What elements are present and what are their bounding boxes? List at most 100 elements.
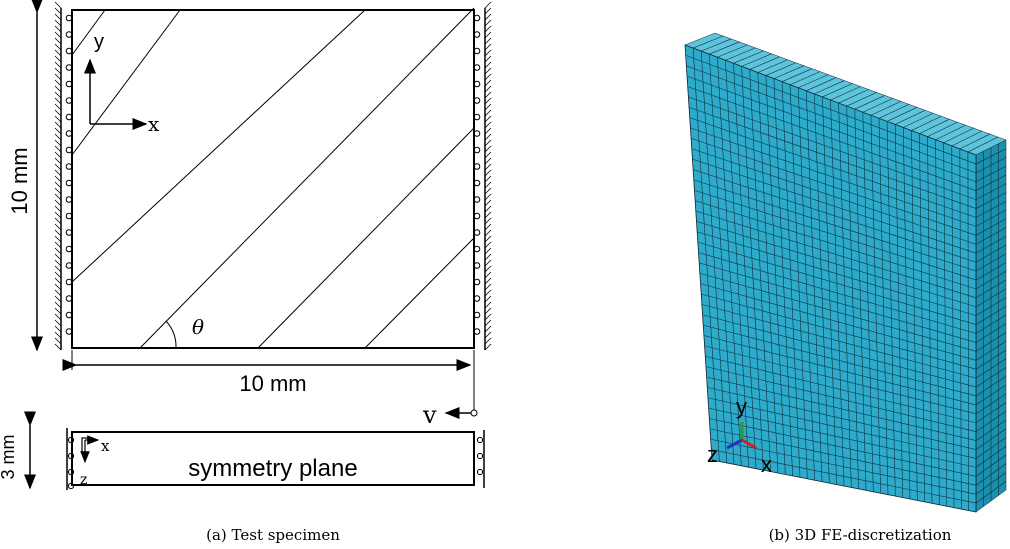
hatch: [55, 50, 61, 56]
roller: [66, 65, 72, 71]
hatch: [485, 344, 491, 350]
fiber: [72, 10, 180, 155]
roller: [66, 114, 72, 120]
hatch: [55, 116, 61, 122]
hatch: [55, 248, 61, 254]
hatch: [55, 86, 61, 92]
hatch: [55, 302, 61, 308]
hatch: [485, 158, 491, 164]
dimension-label: 10 mm: [239, 371, 306, 396]
hatch: [55, 278, 61, 284]
hatch: [485, 194, 491, 200]
hatch: [485, 56, 491, 62]
roller: [66, 15, 72, 21]
caption: (a) Test specimen: [206, 526, 340, 544]
hatch: [485, 302, 491, 308]
roller: [474, 180, 480, 186]
hatch: [485, 182, 491, 188]
roller: [474, 98, 480, 104]
hatch: [485, 140, 491, 146]
hatch: [485, 38, 491, 44]
hatch: [485, 224, 491, 230]
roller: [66, 263, 72, 269]
roller: [66, 279, 72, 285]
roller: [474, 197, 480, 203]
roller: [474, 246, 480, 252]
hatch: [55, 92, 61, 98]
specimen-square: [72, 10, 474, 348]
axis-label: z: [80, 472, 87, 488]
hatch: [485, 122, 491, 128]
roller: [66, 296, 72, 302]
hatch: [55, 242, 61, 248]
hatch: [485, 308, 491, 314]
dimension-label: 3 mm: [0, 435, 18, 480]
panel-b: [685, 33, 1006, 512]
hatch: [485, 278, 491, 284]
hatch: [55, 62, 61, 68]
roller: [474, 48, 480, 54]
roller: [474, 147, 480, 153]
dimension-label: 10 mm: [7, 147, 32, 214]
hatch: [55, 272, 61, 278]
roller: [474, 230, 480, 236]
hatch: [55, 80, 61, 86]
hatch: [485, 176, 491, 182]
hatch: [485, 218, 491, 224]
hatch: [485, 296, 491, 302]
hatch: [485, 248, 491, 254]
hatch: [55, 212, 61, 218]
hatch: [55, 218, 61, 224]
roller: [474, 65, 480, 71]
hatch: [55, 44, 61, 50]
hatch: [485, 206, 491, 212]
hatch: [55, 8, 61, 14]
hatch: [55, 188, 61, 194]
hatch: [55, 314, 61, 320]
hatch: [485, 152, 491, 158]
hatch: [55, 14, 61, 20]
hatch: [485, 62, 491, 68]
roller: [474, 114, 480, 120]
roller: [477, 437, 482, 442]
hatch: [55, 122, 61, 128]
angle-label: θ: [192, 315, 204, 339]
roller: [66, 164, 72, 170]
roller: [474, 329, 480, 335]
triad-label: y: [736, 394, 747, 419]
axis-label: x: [101, 437, 110, 455]
plane-label: symmetry plane: [188, 455, 357, 482]
hatch: [55, 128, 61, 134]
hatch: [55, 326, 61, 332]
axis-label: y: [94, 31, 104, 53]
hatch: [55, 284, 61, 290]
roller: [474, 296, 480, 302]
caption: (b) 3D FE-discretization: [769, 526, 952, 544]
hatch: [55, 20, 61, 26]
hatch: [485, 272, 491, 278]
hatch: [485, 98, 491, 104]
fiber: [140, 8, 474, 348]
hatch: [55, 182, 61, 188]
hatch: [55, 200, 61, 206]
hatch: [485, 80, 491, 86]
hatch: [55, 110, 61, 116]
hatch: [55, 26, 61, 32]
hatch: [485, 266, 491, 272]
hatch: [485, 32, 491, 38]
roller: [66, 131, 72, 137]
angle-arc: [166, 321, 176, 348]
hatch: [485, 92, 491, 98]
hatch: [485, 164, 491, 170]
hatch: [55, 230, 61, 236]
roller: [66, 312, 72, 318]
roller: [66, 48, 72, 54]
hatch: [55, 164, 61, 170]
figure: y x 10 mm θ 10 mm v 3 mm x z symmetry pl…: [0, 0, 1010, 549]
hatch: [55, 320, 61, 326]
hatch: [55, 206, 61, 212]
hatch: [55, 38, 61, 44]
hatch: [55, 254, 61, 260]
hatch: [485, 320, 491, 326]
hatch: [55, 104, 61, 110]
